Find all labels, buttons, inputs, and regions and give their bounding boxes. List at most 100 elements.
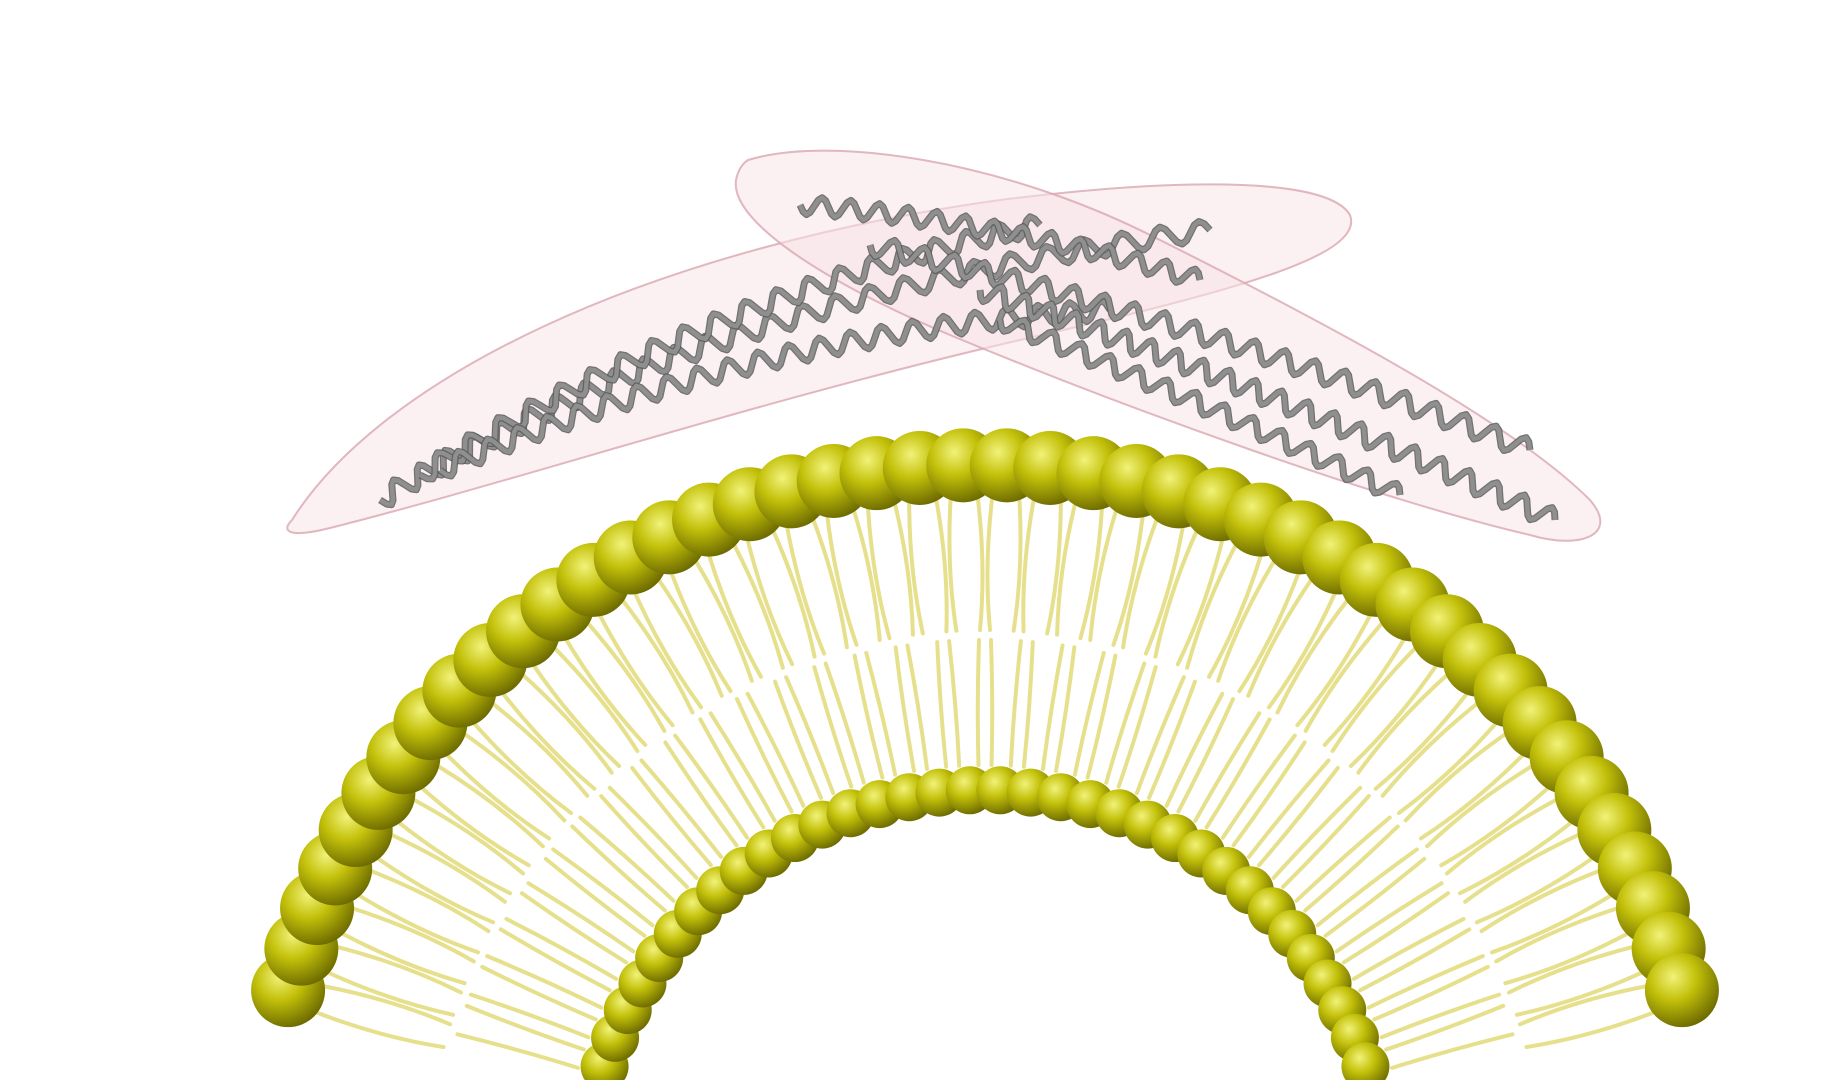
lipid-tail-inner [526, 881, 636, 954]
lipid-tail-outer [975, 493, 985, 633]
lipid-tail-outer [583, 618, 667, 733]
lipid-tail-outer [730, 540, 785, 670]
lipid-tail-outer [337, 930, 467, 986]
lipid-tail-inner [784, 675, 836, 796]
lipid-tail-outer [1275, 596, 1352, 715]
lipid-tail-outer [1380, 699, 1482, 798]
lipid-tail-outer [1397, 719, 1500, 815]
lipid-tail-outer [332, 944, 463, 995]
lipid-tail-outer [562, 634, 648, 747]
lipid-tail-inner [1134, 675, 1186, 796]
lipid-tail-outer [1303, 618, 1387, 733]
lipid-tail-outer [1266, 588, 1339, 710]
lipid-tail-inner [480, 964, 598, 1022]
lipid-tail-inner [745, 691, 806, 808]
envelope-right-shape [734, 149, 1602, 542]
lipid-tail-outer [1185, 540, 1240, 670]
lipid-tail-inner [698, 717, 766, 830]
lipid-tail-outer [311, 1009, 446, 1050]
lipid-tail-outer [907, 497, 925, 636]
lipid-tail-inner [455, 1032, 580, 1070]
lipid-tail-inner [773, 679, 823, 800]
lipid-tail-inner [1323, 856, 1427, 938]
lipid-tail-inner [1379, 992, 1502, 1040]
lipid-tail-inner [498, 927, 612, 993]
lipid-tail-inner [1116, 665, 1158, 789]
lipid-inner-heads-layer [580, 766, 1390, 1080]
lipid-tail-outer [1111, 511, 1146, 647]
lipid-tail-outer [1418, 750, 1528, 841]
lipid-tail-outer [518, 670, 614, 775]
lipid-tail-outer [1078, 502, 1105, 641]
lipid-tail-inner [1257, 766, 1340, 868]
lipid-tail-outer [1021, 494, 1037, 634]
lipid-tail-inner [1280, 794, 1371, 889]
lipid-tail-inner [1193, 711, 1262, 823]
lipid-tail-inner [935, 640, 949, 769]
lipid-tail-inner [673, 733, 750, 840]
lipid-tail-inner [1341, 891, 1451, 965]
lipid-tail-inner [975, 638, 982, 768]
lipid-tail-outer [692, 556, 754, 683]
lipid-tail-outer [1348, 660, 1441, 769]
lipid-tail-outer [1494, 905, 1622, 964]
lipid-tail-outer [417, 783, 531, 868]
lipid-tail-outer [1207, 550, 1264, 679]
lipid-tail-outer [1330, 643, 1420, 753]
lipid-tail-outer [1055, 498, 1078, 637]
lipid-tail-outer [865, 502, 892, 641]
lipid-tail-outer [1121, 514, 1160, 650]
lipid-tail-outer [529, 660, 622, 769]
lipid-tail-outer [784, 521, 827, 656]
lipid-tail-outer [655, 575, 724, 698]
lipid-tail-inner [464, 1003, 586, 1052]
lipid-tail-outer [1088, 505, 1119, 642]
lipid-tail-outer [1322, 634, 1408, 747]
lipid-tail-inner [1053, 645, 1077, 773]
lipid-tail-outer [433, 762, 545, 849]
lipid-tail-inner [1366, 954, 1485, 1010]
helix-right-3 [977, 284, 1558, 522]
lipid-tail-inner [1246, 758, 1331, 859]
lipid-tail-inner [1220, 733, 1297, 840]
lipid-tail-inner [1351, 916, 1466, 981]
lipid-tail-inner [543, 856, 647, 938]
lipid-tail-inner [1176, 697, 1236, 814]
lipid-tail-inner [1041, 643, 1065, 771]
lipid-tail-outer [442, 750, 552, 841]
lipid-tail-inner [708, 711, 777, 823]
lipid-tail-outer [1246, 575, 1315, 698]
helix-right-2 [867, 238, 1533, 453]
lipid-tail-outer [810, 514, 849, 650]
lipid-tail-inner [519, 891, 629, 965]
lipid-tail-outer [394, 818, 513, 896]
helix-right-1 [797, 195, 1203, 285]
lipid-tail-outer [1175, 535, 1226, 667]
lipid-tail-outer [668, 568, 733, 694]
lipid-tail-inner [988, 638, 995, 768]
lipid-tail-outer [596, 610, 675, 728]
lipid-tail-outer [460, 730, 567, 823]
lipid-tail-inner [1384, 1003, 1506, 1052]
lipid-tail-outer [354, 891, 480, 955]
lipid-tail-outer [1479, 867, 1604, 934]
lipid-head-outer [1644, 953, 1719, 1028]
lipid-tail-outer [386, 831, 507, 904]
lipid-tail-inner [1104, 661, 1147, 785]
lipid-tail-outer [1474, 854, 1597, 925]
lipid-tail-outer [1403, 730, 1510, 823]
lipid-tail-inner [864, 650, 898, 777]
lipid-tail-inner [485, 954, 604, 1010]
lipid-tail-inner [1358, 927, 1472, 993]
lipid-tail-outer [1237, 568, 1302, 694]
lipid-tail-inner [630, 766, 713, 868]
lipid-tail-inner [905, 643, 929, 771]
lipid-outer-heads-layer [251, 428, 1719, 1028]
lipid-tail-inner [1164, 691, 1225, 808]
lipid-tail-outer [618, 596, 695, 715]
lipid-tail-inner [663, 740, 739, 848]
protein-envelope-right [734, 149, 1602, 542]
helix-right-4 [997, 318, 1403, 496]
lipid-tail-outer [1517, 983, 1652, 1027]
